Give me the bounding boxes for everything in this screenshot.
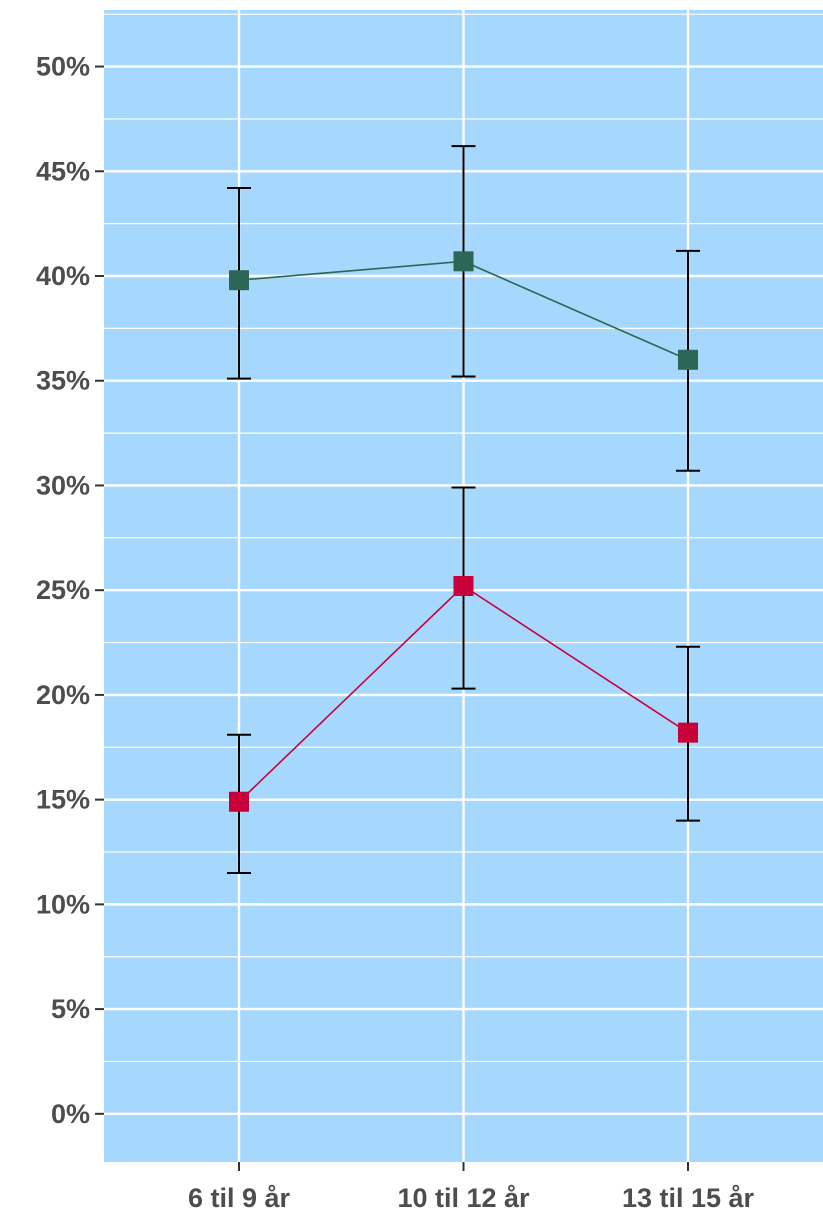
y-tick-label: 0% [51, 1099, 90, 1129]
x-tick-label: 10 til 12 år [397, 1183, 530, 1212]
y-tick-label: 30% [36, 470, 90, 500]
data-point [229, 791, 249, 812]
data-point [453, 251, 474, 272]
series-layer [227, 145, 700, 874]
x-tick-label: 13 til 15 år [622, 1183, 755, 1212]
x-tick-label: 6 til 9 år [188, 1183, 291, 1212]
data-point [678, 349, 698, 370]
y-tick-label: 25% [36, 575, 90, 605]
y-tick-label: 15% [36, 785, 90, 815]
y-tick-label: 50% [36, 52, 90, 82]
y-tick-label: 20% [36, 680, 90, 710]
x-axis: 6 til 9 år 10 til 12 år 13 til 15 år [188, 1162, 755, 1212]
y-tick-label: 5% [51, 994, 90, 1024]
y-tick-label: 35% [36, 366, 90, 396]
y-tick-label: 40% [36, 261, 90, 291]
y-axis: 0% 5% 10% 15% 20% 25% 30% 35% 40% 45% 50% [36, 52, 104, 1129]
data-point [678, 722, 698, 743]
data-point [453, 576, 474, 596]
y-tick-label: 45% [36, 156, 90, 186]
y-tick-label: 10% [36, 889, 90, 919]
data-point [229, 270, 249, 291]
